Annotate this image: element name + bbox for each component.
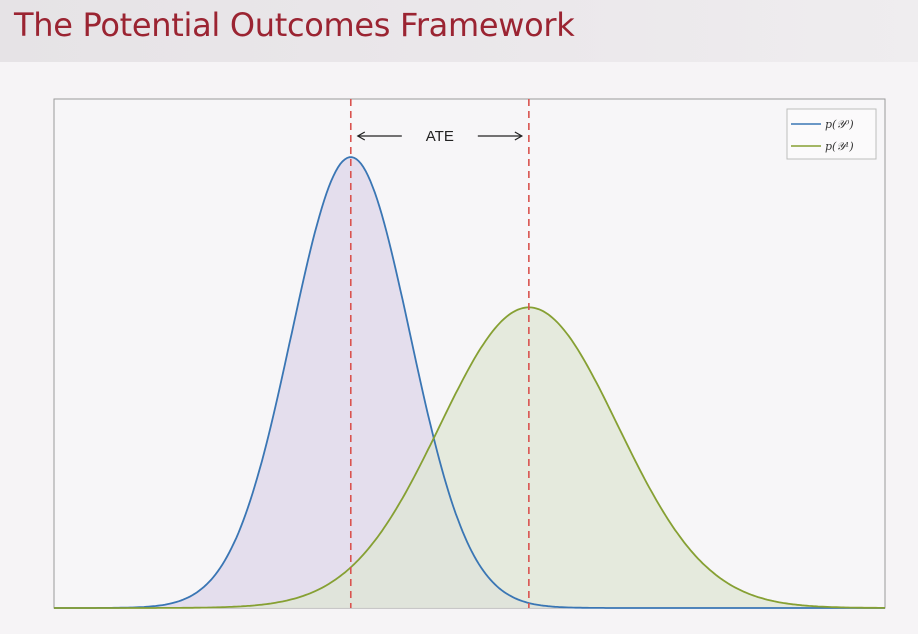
series-area-1 xyxy=(54,307,885,608)
legend: p(𝒴⁰) p(𝒴¹) xyxy=(786,108,877,160)
series-line-1 xyxy=(54,306,885,609)
title-bar: The Potential Outcomes Framework xyxy=(0,0,918,62)
ate-arrow-left xyxy=(356,131,402,141)
series-areas xyxy=(54,157,885,608)
slide-title: The Potential Outcomes Framework xyxy=(14,6,575,44)
legend-box xyxy=(786,108,877,160)
legend-label-y0: p(𝒴⁰) xyxy=(825,118,854,131)
series-line-0 xyxy=(54,156,885,609)
ate-label: ATE xyxy=(426,128,454,145)
series-area-0 xyxy=(54,157,885,608)
ate-arrow-right xyxy=(477,131,524,141)
legend-label-y1: p(𝒴¹) xyxy=(825,140,854,153)
reference-lines xyxy=(349,99,530,608)
series-curves xyxy=(54,156,885,609)
ate-annotation: ATE xyxy=(356,128,524,145)
